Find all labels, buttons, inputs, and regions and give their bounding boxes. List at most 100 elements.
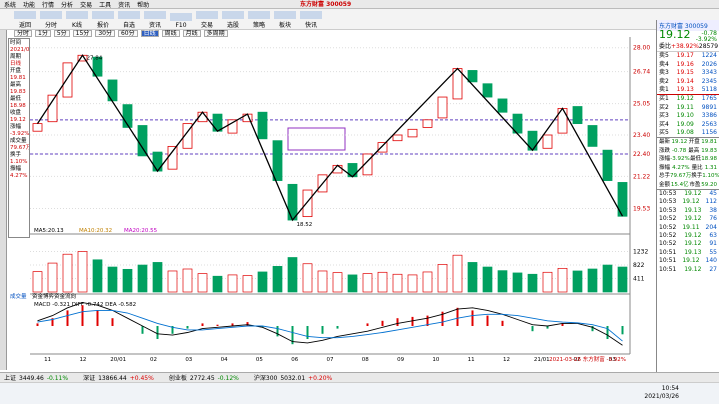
volume-bar (542, 271, 553, 293)
x-tick-label: 12 (503, 357, 510, 363)
date-label: 2021-03-26 东方财富 -3.92% (549, 355, 626, 363)
field-cell: 15.4亿 (670, 181, 689, 188)
tick-cell: 76 (709, 215, 717, 223)
change: -0.78 (701, 30, 717, 37)
period-tab: 1分 (35, 30, 51, 37)
field-cell: 59.20 (701, 181, 717, 188)
legend-item: MA20:20.55 (124, 228, 158, 234)
tool-button: 板块 (274, 9, 296, 29)
x-tick-label: 06 (291, 357, 298, 363)
tick-cell: 10:51 (659, 248, 677, 256)
y-tick-label: 25.05 (633, 101, 650, 108)
book-label: 买2 (659, 103, 669, 111)
info-label: 振幅 (10, 166, 22, 172)
field-cell: 4.27% (672, 164, 690, 171)
book-price: 19.08 (676, 129, 694, 137)
candle (182, 123, 193, 149)
bid-row: 买3 19.10 3386 (657, 112, 719, 120)
bid-row: 买5 19.08 1156 (657, 129, 719, 137)
x-tick-label: 09 (397, 357, 404, 363)
tick-cell: 19.12 (684, 231, 702, 239)
tick-row: 10:51 19.13 55 (657, 249, 719, 257)
volume-bar (227, 274, 238, 293)
tool-button: 资讯 (144, 9, 166, 29)
y-tick-label: 21.22 (633, 173, 650, 180)
menu-item: 帮助 (137, 1, 150, 9)
tick-cell: 19.12 (682, 257, 700, 265)
info-label: 最低 (10, 96, 22, 102)
info-label: 收盘 (10, 110, 22, 116)
book-label: 买4 (659, 120, 669, 128)
field-cell: 涨幅 (659, 156, 671, 163)
price-row: 19.12 -0.78 -3.92% (657, 29, 719, 43)
volume-tab: 成交量 (10, 292, 27, 300)
field-cell: 18.98 (701, 156, 717, 163)
ask-row: 卖2 19.14 2345 (657, 78, 719, 86)
candle (377, 142, 388, 153)
x-tick-label: 20/01 (110, 357, 126, 363)
index-cell: 5032.01 (280, 375, 306, 382)
tick-row: 10:52 19.12 63 (657, 232, 719, 240)
tick-cell: 10:51 (659, 265, 677, 273)
volume-bar (257, 271, 268, 293)
book-label: 卖3 (659, 69, 669, 77)
tick-cell: 63 (709, 231, 717, 239)
volume-bar (362, 273, 373, 293)
menu-item: 工具 (99, 1, 112, 9)
volume-bar (467, 262, 478, 293)
bid-row: 买4 19.09 2563 (657, 121, 719, 129)
field-row: 涨幅 -3.92% 最低 18.98 (657, 155, 719, 163)
volume-bar (137, 264, 148, 293)
volume-bar (332, 272, 343, 293)
field-cell: 最高 (688, 147, 700, 154)
field-row: 总手 79.67万 换手 1.10% (657, 172, 719, 180)
x-tick-label: 21/01 (534, 357, 550, 363)
tick-cell: 112 (705, 198, 717, 206)
field-cell: 金额 (659, 181, 671, 188)
index-item: 深证 13866.44 +0.45% (83, 373, 157, 382)
volume-bar (407, 274, 418, 293)
y-tick-label: 26.74 (633, 69, 650, 76)
info-label: 成交量 (10, 138, 27, 144)
candle (302, 189, 313, 218)
book-price: 19.10 (676, 112, 694, 120)
period-tab: 分时 (14, 30, 33, 37)
book-volume: 2563 (701, 120, 717, 128)
volume-bar (317, 270, 328, 293)
tick-cell: 27 (709, 265, 717, 273)
index-item: 沪深300 5032.01 +0.20% (254, 373, 335, 382)
index-cell: 2772.45 (189, 375, 215, 382)
clock: 10:54 2021/03/26 (644, 385, 679, 401)
tool-button: K线 (66, 9, 88, 29)
tick-cell: 19.12 (684, 215, 702, 223)
tool-button: 自选 (118, 9, 140, 29)
window-title: 东方财富 300059 (300, 1, 352, 8)
tick-cell: 19.12 (682, 198, 700, 206)
index-cell: 13866.44 (98, 375, 127, 382)
ratio-cell: 委比 (659, 43, 672, 50)
volume-bar (107, 266, 118, 293)
book-label: 买5 (659, 129, 669, 137)
index-cell: 上证 (4, 375, 17, 382)
candle (587, 125, 598, 147)
tool-button: 快讯 (300, 9, 322, 29)
field-cell: 19.12 (671, 139, 688, 146)
x-tick-label: 07 (327, 357, 334, 363)
book-volume: 9891 (701, 103, 717, 111)
field-cell: 总手 (659, 173, 671, 180)
y-tick-label: 28.00 (633, 45, 650, 52)
info-value: -3.92% (10, 131, 30, 137)
period-tab: 15分 (72, 30, 93, 37)
menu-bar: 系统 功能 行情 分析 交易 工具 资讯 帮助 (0, 0, 719, 9)
tick-cell: 10:51 (659, 257, 677, 265)
field-cell: 量比 (691, 164, 703, 171)
bid-row: 买1 19.12 1765 (657, 95, 719, 103)
info-panel: 时间2021/03/26周期日线开盘19.81最高19.83最低18.98收盘1… (8, 38, 30, 238)
candle (92, 56, 103, 77)
book-volume: 2345 (701, 77, 717, 85)
field-cell: 开盘 (688, 139, 700, 146)
volume-bar (77, 251, 88, 293)
volume-bar (182, 268, 193, 293)
field-cell: -0.78 (672, 147, 687, 154)
y-tick-label: 822 (633, 262, 645, 269)
